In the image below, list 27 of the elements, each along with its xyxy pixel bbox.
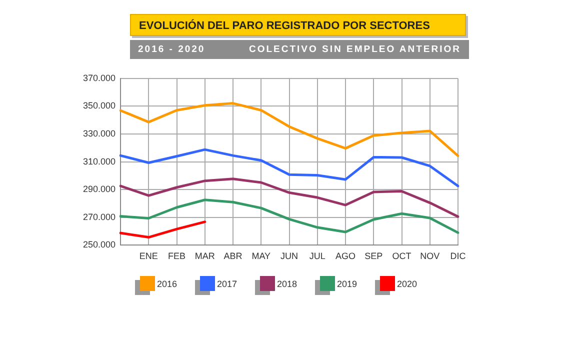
x-tick-label: ENE <box>139 251 158 262</box>
chart-title: EVOLUCIÓN DEL PARO REGISTRADO POR SECTORES <box>130 14 466 36</box>
y-tick-label: 330.000 <box>82 128 116 138</box>
y-tick-label: 370.000 <box>82 72 116 83</box>
legend-label: 2019 <box>337 278 358 288</box>
x-tick-label: MAY <box>252 251 271 262</box>
x-tick-label: JUN <box>280 251 298 262</box>
y-tick-label: 310.000 <box>82 156 116 166</box>
legend-label: 2016 <box>157 278 178 288</box>
y-tick-label: 350.000 <box>82 100 116 111</box>
chart-subtitle: 2016 - 2020 <box>138 43 206 57</box>
y-tick-label: 250.000 <box>82 240 116 250</box>
legend-label: 2017 <box>217 278 238 288</box>
x-tick-label: ABR <box>224 251 243 262</box>
x-tick-label: NOV <box>420 251 440 262</box>
x-tick-label: AGO <box>336 251 356 262</box>
y-tick-label: 290.000 <box>82 184 116 194</box>
legend-label: 2018 <box>277 278 298 288</box>
x-tick-label: MAR <box>194 251 216 262</box>
x-tick-label: OCT <box>392 251 412 262</box>
x-tick-label: DIC <box>450 251 466 262</box>
x-tick-label: JUL <box>309 251 326 262</box>
text: COLECTIVO SIN EMPLEO ANTERIOR <box>248 43 461 57</box>
x-tick-label: FEB <box>168 251 186 262</box>
y-tick-label: 270.000 <box>82 212 116 222</box>
x-tick-label: SEP <box>364 251 383 262</box>
legend-label: 2020 <box>397 278 418 288</box>
